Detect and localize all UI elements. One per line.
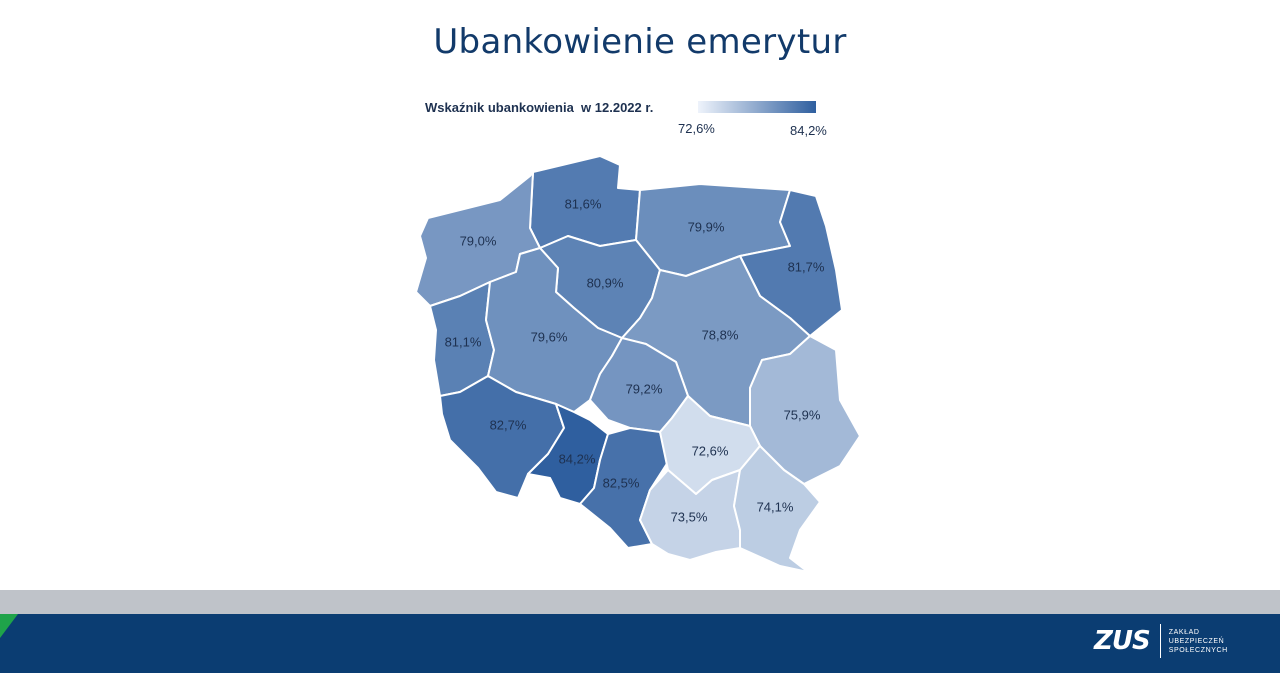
region-label-pomorskie: 81,6% [565,196,602,211]
logo-text-line: ZAKŁAD [1168,628,1200,636]
region-label-zachodniopomorskie: 79,0% [460,233,497,248]
region-malopolskie [639,469,741,561]
logo-text-line: SPOŁECZNYCH [1168,646,1228,654]
region-label-kujawsko-pomorskie: 80,9% [587,275,624,290]
legend-min-label: 72,6% [678,121,715,136]
footer-green-accent [0,614,18,638]
zus-logo-text: ZAKŁAD UBEZPIECZEŃ SPOŁECZNYCH [1169,628,1239,655]
poland-choropleth-map: 81,6% 79,9% 81,7% 79,0% 80,9% 81,1% 79,6% 78,8%… [415,155,861,573]
footer-navy-band [0,614,1280,673]
legend-label: Wskaźnik ubankowienia w 12.2022 r. [425,100,654,115]
region-label-lubelskie: 75,9% [784,407,821,422]
region-label-swietokrzyskie: 72,6% [692,443,729,458]
region-label-wielkopolskie: 79,6% [531,329,568,344]
region-label-lodzkie: 79,2% [626,381,663,396]
legend-max-label: 84,2% [790,123,827,138]
region-podkarpackie [733,445,821,573]
zus-logo-mark: ZUS [1094,626,1151,656]
region-label-malopolskie: 73,5% [671,509,708,524]
region-label-podkarpackie: 74,1% [757,499,794,514]
region-label-warminsko-mazurskie: 79,9% [688,219,725,234]
region-label-opolskie: 84,2% [559,451,596,466]
slide-title: Ubankowienie emerytur [433,22,847,62]
region-label-slaskie: 82,5% [603,475,640,490]
region-label-dolnoslaskie: 82,7% [490,417,527,432]
legend-gradient-bar [698,101,816,113]
region-label-mazowieckie: 78,8% [702,327,739,342]
footer-gray-band [0,590,1280,614]
logo-separator [1159,624,1161,658]
logo-text-line: UBEZPIECZEŃ [1168,637,1225,645]
region-label-lubuskie: 81,1% [445,334,482,349]
zus-logo: ZUS ZAKŁAD UBEZPIECZEŃ SPOŁECZNYCH [1094,624,1239,658]
region-label-podlaskie: 81,7% [788,259,825,274]
